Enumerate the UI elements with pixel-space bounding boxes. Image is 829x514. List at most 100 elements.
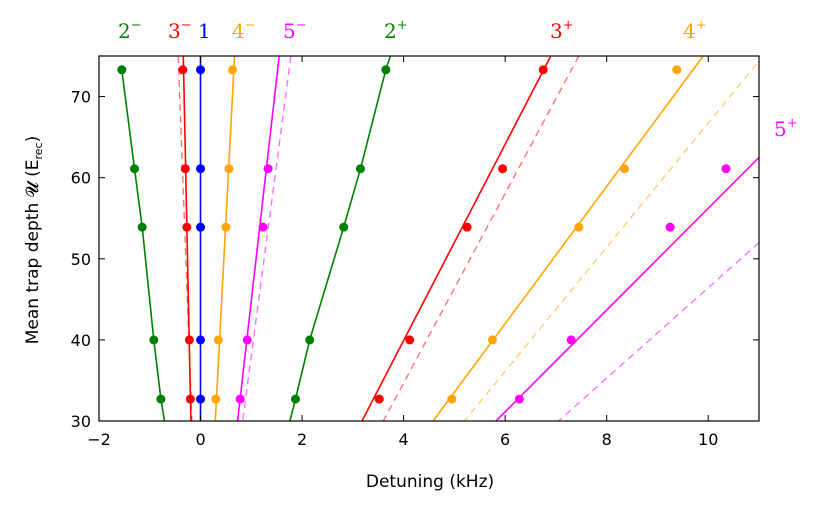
data-point-2-plus	[339, 222, 349, 232]
data-point-3-minus	[182, 222, 192, 232]
data-point-1	[196, 394, 206, 404]
annotation-2-plus: 2+	[384, 18, 408, 43]
solid-line-3-plus	[361, 56, 552, 421]
x-tick-label: 4	[399, 430, 409, 449]
data-point-2-minus	[156, 394, 166, 404]
solid-line-5-minus	[236, 56, 280, 421]
data-point-2-minus	[130, 164, 140, 174]
data-point-5-minus	[258, 222, 268, 232]
annotation-sign: +	[696, 18, 707, 33]
data-point-2-minus	[149, 335, 159, 345]
y-axis-label-sub: rec	[32, 142, 45, 159]
data-point-5-plus	[514, 394, 524, 404]
data-point-3-plus	[538, 65, 548, 75]
x-tick-label: 2	[297, 430, 307, 449]
data-point-4-plus	[487, 335, 497, 345]
data-point-4-minus	[211, 394, 221, 404]
data-point-2-plus	[355, 164, 365, 174]
solid-line-5-plus	[495, 156, 759, 421]
dashed-line-5-plus	[558, 242, 759, 421]
data-point-4-minus	[224, 164, 234, 174]
data-point-3-minus	[178, 65, 188, 75]
y-tick-label: 50	[71, 250, 91, 269]
x-tick-label: 8	[602, 430, 612, 449]
data-point-3-minus	[184, 335, 194, 345]
data-point-3-plus	[405, 335, 415, 345]
annotation-3-minus: 3−	[168, 18, 192, 43]
y-tick-label: 60	[71, 169, 91, 188]
annotation-number: 2	[384, 19, 397, 43]
data-point-5-plus	[665, 222, 675, 232]
data-point-4-minus	[228, 65, 238, 75]
x-tick-label: 0	[195, 430, 205, 449]
data-point-3-plus	[462, 222, 472, 232]
data-point-5-plus	[721, 164, 731, 174]
y-axis-label-end: )	[23, 136, 43, 143]
data-point-1	[196, 222, 206, 232]
annotation-sign: +	[563, 18, 574, 33]
annotation-number: 4	[232, 19, 245, 43]
annotation-number: 5	[774, 117, 787, 141]
data-point-1	[196, 164, 206, 174]
solid-line-3-minus	[182, 56, 192, 421]
annotation-1: 1	[198, 19, 211, 43]
axis-ticks: −2 0 2 4 6 8 10 30 40 50 60 70	[71, 56, 759, 449]
annotation-sign: −	[131, 18, 142, 33]
series-points	[117, 65, 731, 404]
data-point-4-minus	[221, 222, 231, 232]
data-point-4-plus	[672, 65, 682, 75]
data-point-4-plus	[447, 394, 457, 404]
data-point-5-minus	[242, 335, 252, 345]
data-point-5-minus	[263, 164, 273, 174]
y-axis-label-main: Mean trap depth 𝓤 (E	[23, 160, 43, 345]
data-point-3-minus	[185, 394, 195, 404]
annotation-2-minus: 2−	[118, 18, 142, 43]
data-point-5-plus	[566, 335, 576, 345]
annotation-4-minus: 4−	[232, 18, 256, 43]
x-tick-label: −2	[87, 430, 111, 449]
data-point-4-plus	[574, 222, 584, 232]
x-tick-label: 6	[500, 430, 510, 449]
x-tick-label: 10	[698, 430, 718, 449]
dashed-line-4-plus	[463, 63, 758, 421]
annotation-sign: +	[397, 18, 408, 33]
y-tick-label: 30	[71, 412, 91, 431]
annotation-number: 3	[550, 19, 563, 43]
annotation-number: 3	[168, 19, 181, 43]
data-point-3-minus	[180, 164, 190, 174]
plot-frame	[98, 55, 760, 422]
data-point-1	[196, 335, 206, 345]
annotation-5-plus: 5+	[774, 116, 798, 141]
solid-line-2-plus	[289, 56, 392, 421]
annotation-4-plus: 4+	[683, 18, 707, 43]
annotation-number: 4	[683, 19, 696, 43]
data-point-2-plus	[381, 65, 391, 75]
y-axis-label: Mean trap depth 𝓤 (Erec)	[23, 136, 45, 344]
series-annotations: 2− 3− 1 4− 5− 2+ 3+ 4+5+	[118, 18, 798, 141]
data-point-2-plus	[290, 394, 300, 404]
solid-line-4-plus	[432, 56, 704, 421]
data-point-4-plus	[619, 164, 629, 174]
data-point-3-plus	[498, 164, 508, 174]
data-point-1	[196, 65, 206, 75]
annotation-sign: −	[296, 18, 307, 33]
annotation-3-plus: 3+	[550, 18, 574, 43]
data-point-2-minus	[137, 222, 147, 232]
annotation-5-minus: 5−	[283, 18, 307, 43]
data-point-5-minus	[235, 394, 245, 404]
data-point-2-minus	[117, 65, 127, 75]
solid-line-4-minus	[214, 56, 236, 421]
y-tick-label: 70	[71, 88, 91, 107]
annotation-number: 5	[283, 19, 296, 43]
data-point-4-minus	[213, 335, 223, 345]
annotation-number: 2	[118, 19, 131, 43]
series-lines	[121, 56, 759, 421]
annotation-sign: +	[787, 116, 798, 131]
x-axis-label: Detuning (kHz)	[366, 472, 494, 492]
dashed-line-5-minus	[242, 56, 292, 421]
annotation-sign: −	[181, 18, 192, 33]
dashed-line-3-plus	[382, 56, 580, 421]
y-tick-label: 40	[71, 331, 91, 350]
data-point-3-plus	[374, 394, 384, 404]
